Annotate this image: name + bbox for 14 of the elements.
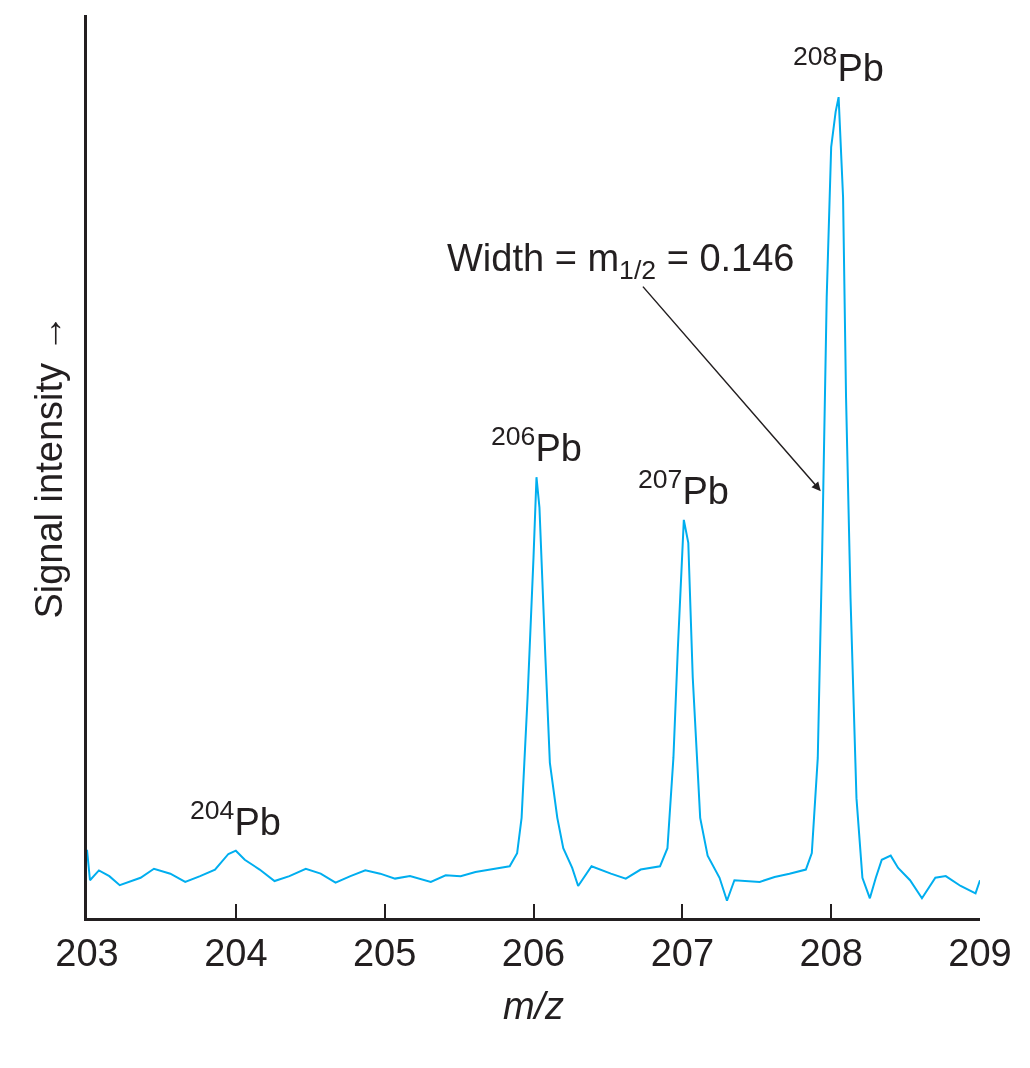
x-tick-label: 203 [55,932,119,975]
y-axis-title: Signal intensity → [28,314,71,619]
x-tick-label: 205 [352,932,417,975]
annotation: $^{207}$Pb [638,464,729,512]
annotation: Width = m$_{1/2}$ = 0.146 [447,237,795,285]
annotation: $^{208}$Pb [793,41,884,89]
annotation: $^{206}$Pb [491,421,582,469]
x-tick-label: 209 [948,932,1012,975]
x-tick-label: 206 [501,932,566,975]
x-tick-label: 208 [799,932,863,975]
annotation: $^{204}$Pb [190,795,281,843]
x-tick-label: 204 [204,932,268,975]
x-axis-title: m/z [502,985,565,1028]
x-tick-label: 207 [650,932,715,975]
